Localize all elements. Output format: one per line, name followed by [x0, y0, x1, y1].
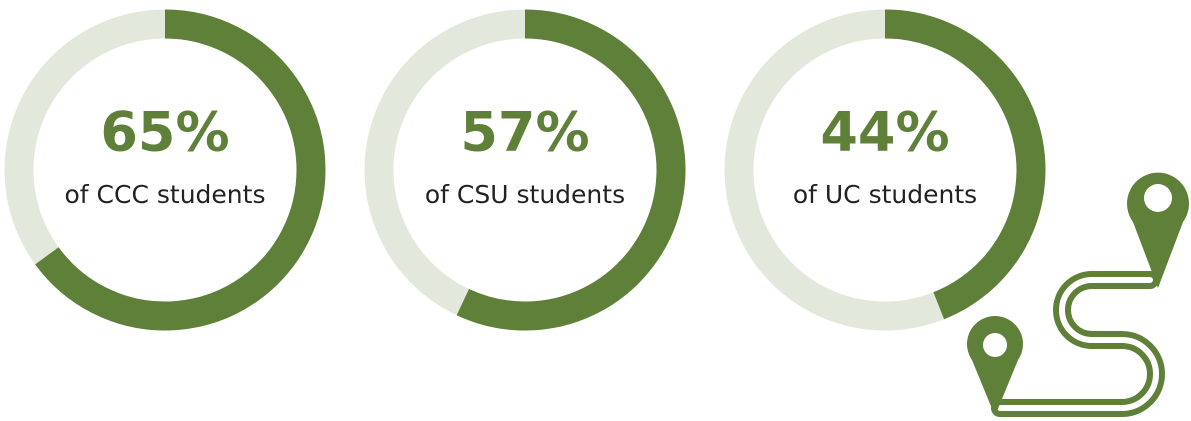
percent-label: 44%	[820, 101, 949, 164]
caption: of CSU students	[425, 180, 625, 209]
donut-arc	[456, 9, 686, 331]
pin-small-hole	[983, 333, 1007, 357]
route-icon	[967, 172, 1189, 417]
pin-large-hole	[1144, 184, 1172, 212]
pin-small	[967, 316, 1024, 416]
donut-arc	[35, 9, 326, 331]
percent-label: 65%	[100, 101, 229, 164]
road-center	[997, 277, 1159, 411]
percent-label: 57%	[460, 101, 589, 164]
caption: of CCC students	[65, 180, 266, 209]
donut-arc	[884, 9, 1046, 320]
caption: of UC students	[793, 180, 977, 209]
pin-large	[1127, 172, 1189, 288]
